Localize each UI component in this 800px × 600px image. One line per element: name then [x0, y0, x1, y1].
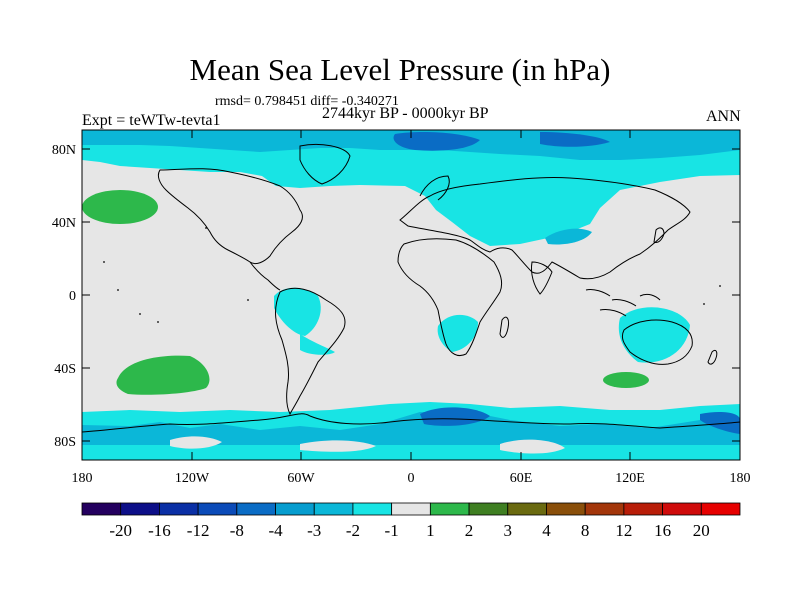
island-speck: [103, 261, 105, 263]
colorbar-box: [197, 502, 238, 516]
colorbar-label: -20: [109, 521, 132, 540]
island-speck: [117, 289, 119, 291]
antarctic-strong-negative: [420, 407, 490, 426]
lon-label-180e: 180: [730, 471, 751, 486]
island-speck: [247, 299, 249, 301]
india-coast: [531, 261, 553, 295]
plot-title: Mean Sea Level Pressure (in hPa): [189, 52, 611, 87]
colorbar-label: 20: [693, 521, 710, 540]
lat-label-80s: 80S: [54, 435, 76, 450]
colorbar-label: 8: [581, 521, 590, 540]
rmsd-diff-stats: rmsd= 0.798451 diff= -0.340271: [215, 94, 399, 109]
lat-label-40s: 40S: [54, 362, 76, 377]
eurasia-coast: [399, 176, 691, 280]
greenland-coast: [299, 143, 351, 185]
lat-label-0: 0: [69, 289, 76, 304]
north-pacific-positive: [82, 190, 158, 224]
scandinavia-coast: [419, 175, 450, 201]
axis-ticks: [82, 130, 740, 460]
colorbar-box: [546, 502, 586, 516]
lon-label-60e: 60E: [510, 471, 533, 486]
south-america-negative: [274, 287, 321, 336]
colorbar-labels: -20 -16 -12 -8 -4 -3 -2 -1 1 2 3 4 8 12 …: [109, 521, 709, 540]
colorbar-box: [120, 502, 160, 516]
coastlines: [82, 143, 740, 433]
pacific-negative-northwest: [618, 307, 690, 363]
longitude-labels: 180 120W 60W 0 60E 120E 180: [72, 471, 751, 486]
antarctica-coast: [82, 413, 740, 433]
colorbar-label: -16: [148, 521, 171, 540]
colorbar-box: [507, 502, 547, 516]
colorbar-box: [662, 502, 702, 516]
colorbar-label: 2: [465, 521, 474, 540]
central-america-coast: [249, 261, 281, 291]
colorbar-label: 1: [426, 521, 435, 540]
island-speck: [703, 303, 705, 305]
lat-label-80n: 80N: [52, 143, 76, 158]
island-specks: [103, 227, 721, 323]
colorbar-box: [584, 502, 625, 516]
colorbar-box: [352, 502, 393, 516]
madagascar-coast: [499, 316, 509, 338]
season-label: ANN: [706, 108, 741, 125]
island-speck: [205, 227, 207, 229]
colorbar-box: [159, 502, 199, 516]
colorbar-box: [623, 502, 663, 516]
colorbar-label: 4: [542, 521, 551, 540]
south-america-negative-2: [300, 334, 335, 355]
antarctic-medium-negative: [82, 412, 740, 445]
colorbar-label: -4: [268, 521, 283, 540]
africa-coast: [397, 238, 503, 357]
latitude-labels: 80N 40N 0 40S 80S: [52, 143, 76, 450]
experiment-label: Expt = teWTw-tevta1: [82, 112, 221, 129]
lon-label-60w: 60W: [287, 471, 315, 486]
colorbar-box: [81, 502, 122, 516]
colorbar-label: -12: [187, 521, 210, 540]
antarctic-strong-negative-2: [700, 412, 740, 434]
colorbar-box: [313, 502, 354, 516]
lon-label-180w: 180: [72, 471, 93, 486]
colorbar-label: 12: [615, 521, 632, 540]
lat-label-40n: 40N: [52, 216, 76, 231]
colorbar-label: -3: [307, 521, 321, 540]
south-pacific-positive: [116, 355, 210, 395]
island-speck: [139, 313, 141, 315]
colorbar-box: [700, 502, 741, 516]
lon-label-0: 0: [408, 471, 415, 486]
arctic-strong-negative-2: [540, 132, 610, 147]
southeast-asia-islands: [585, 289, 661, 317]
colorbar-box: [429, 502, 470, 516]
colorbar: [81, 502, 741, 516]
period-label: 2744kyr BP - 0000kyr BP: [322, 105, 489, 122]
colorbar-label: 3: [504, 521, 513, 540]
north-america-coast: [157, 168, 303, 265]
island-speck: [719, 285, 721, 287]
japan-coast: [653, 227, 665, 243]
lon-label-120w: 120W: [175, 471, 210, 486]
colorbar-box: [391, 502, 431, 516]
australia-coast: [621, 319, 693, 365]
colorbar-label: -2: [346, 521, 360, 540]
lon-label-120e: 120E: [615, 471, 645, 486]
map-field: [82, 130, 740, 460]
south-america-coast: [275, 287, 346, 416]
arctic-strong-negative: [393, 132, 480, 151]
island-speck: [157, 321, 159, 323]
indian-ocean-positive: [603, 372, 649, 388]
colorbar-box: [275, 502, 315, 516]
colorbar-label: -1: [385, 521, 399, 540]
africa-negative: [437, 314, 478, 352]
colorbar-box: [468, 502, 509, 516]
colorbar-box: [236, 502, 276, 516]
antarctic-gaps: [170, 436, 565, 454]
new-zealand-coast: [707, 349, 718, 365]
asia-negative-region: [545, 228, 592, 245]
colorbar-label: -8: [230, 521, 244, 540]
colorbar-label: 16: [654, 521, 671, 540]
